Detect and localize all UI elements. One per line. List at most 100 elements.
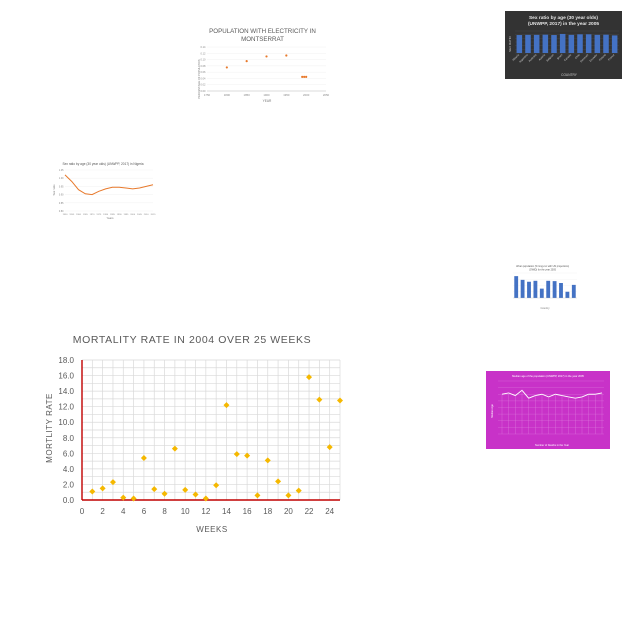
x-tick-label: 12: [201, 507, 210, 516]
y-tick-label: 0.95: [59, 185, 64, 188]
data-point: [130, 495, 137, 502]
bar: [546, 280, 551, 298]
chart-title: MORTALITY RATE IN 2004 OVER 25 WEEKS: [73, 334, 311, 346]
chart-mortality: MORTALITY RATE IN 2004 OVER 25 WEEKS MOR…: [40, 328, 355, 538]
x-tick-label: 2050: [323, 93, 330, 97]
x-tick-label: 2015: [151, 214, 157, 216]
bar: [551, 35, 557, 53]
bar: [559, 33, 566, 53]
chart-sex-ratio-2005: Sex ratio by age (30 year olds) (UNWPP, …: [505, 11, 622, 79]
x-tick-label: 20: [284, 507, 293, 516]
chart-title-line-1: POPULATION WITH ELECTRICITY IN: [209, 28, 316, 35]
chart-small-bars: Urban population (% long-run with UN pro…: [505, 262, 580, 310]
series-line: [64, 174, 154, 196]
x-tick-label: Argentina: [518, 52, 529, 63]
bar: [577, 34, 583, 53]
x-tick-label: Albania: [511, 52, 520, 61]
x-tick-label: Finland: [598, 52, 607, 61]
x-axis-label: Number of Deaths in the Year: [535, 443, 569, 447]
y-axis-label: PERCENTAGE OF POPULATION: [197, 59, 201, 98]
bar: [533, 34, 540, 53]
data-point: [306, 374, 313, 381]
y-axis-label: Median Age: [490, 404, 494, 418]
data-point: [301, 75, 304, 78]
y-tick-label: 1.05: [59, 169, 64, 172]
bar: [539, 288, 544, 298]
data-point: [316, 396, 323, 403]
data-point: [171, 445, 178, 452]
data-point: [285, 492, 292, 499]
x-tick-label: 1995: [123, 214, 129, 216]
chart-electricity: POPULATION WITH ELECTRICITY IN MONTSERRA…: [190, 22, 335, 104]
bar: [542, 34, 549, 53]
x-tick-label: 1960: [76, 214, 82, 216]
chart-title-line-2: (OWID) for the year 2005: [529, 269, 557, 272]
y-tick-label: 8.0: [63, 434, 75, 443]
bar: [514, 276, 519, 298]
nigeria-chart-svg: Sex ratio by age (30 year olds) (UNWPP, …: [52, 162, 157, 220]
chart-title-line-2: (UNWPP, 2017) in the year 2005: [528, 21, 599, 27]
x-axis-label: WEEKS: [196, 525, 227, 534]
bar: [552, 281, 557, 298]
x-tick-label: 14: [222, 507, 231, 516]
y-tick-label: 0.00: [200, 89, 206, 93]
x-tick-label: 1975: [96, 214, 102, 216]
x-tick-label: 18: [263, 507, 272, 516]
chart-magenta: Median age of the population (UNWPP, 201…: [486, 371, 610, 449]
x-tick-label: Brazil: [556, 53, 564, 61]
data-point: [295, 487, 302, 494]
data-point: [109, 479, 116, 486]
data-point: [233, 451, 240, 458]
data-point: [303, 75, 306, 78]
data-point: [120, 494, 127, 501]
y-tick-label: 0.02: [200, 83, 206, 87]
x-tick-label: 1965: [83, 214, 89, 216]
data-point: [192, 491, 199, 498]
x-tick-label: 1970: [90, 214, 96, 216]
magenta-chart-svg: Median age of the population (UNWPP, 201…: [490, 374, 604, 447]
y-axis-label: MORTLITY RATE: [45, 393, 54, 463]
x-tick-label: 1900: [263, 93, 270, 97]
x-tick-label: 1955: [69, 214, 75, 216]
x-tick-label: 10: [181, 507, 190, 516]
y-tick-label: 0.90: [59, 194, 64, 197]
x-tick-label: Canada: [563, 52, 573, 62]
bar: [559, 283, 563, 298]
data-point: [99, 485, 106, 492]
x-axis-label: Years: [106, 216, 114, 220]
data-point: [326, 444, 333, 451]
x-tick-label: 1950: [63, 214, 69, 216]
x-tick-label: 4: [121, 507, 126, 516]
x-tick-label: 1750: [204, 93, 211, 97]
y-tick-label: 0.10: [200, 58, 206, 62]
x-tick-label: Australia: [527, 52, 537, 62]
data-point: [89, 488, 96, 495]
y-tick-label: 0.12: [200, 51, 206, 55]
data-point: [202, 495, 209, 502]
data-point: [305, 75, 308, 78]
y-tick-label: 0.14: [200, 45, 206, 49]
bar: [527, 281, 531, 298]
bar: [520, 279, 525, 298]
y-tick-label: 0.85: [59, 202, 64, 205]
y-tick-label: 0.0: [63, 496, 75, 505]
chart-title: Sex ratio by age (30 year olds) (UNWPP, …: [62, 162, 143, 166]
chart-title-line-1: Sex ratio by age (30 year olds): [529, 15, 598, 21]
chart-title-line-2: MONTSERRAT: [241, 36, 284, 43]
bar: [571, 284, 576, 298]
electricity-chart-svg: POPULATION WITH ELECTRICITY IN MONTSERRA…: [197, 28, 330, 103]
small-bar-chart-svg: Urban population (% long-run with UN pro…: [513, 265, 577, 310]
data-point: [254, 492, 261, 499]
y-tick-label: 1.00: [59, 177, 64, 180]
x-tick-label: 1985: [110, 214, 116, 216]
x-axis-label: YEAR: [263, 99, 272, 103]
x-tick-label: France: [607, 52, 616, 61]
y-tick-label: 0.08: [200, 64, 206, 68]
y-tick-label: 12.0: [58, 403, 74, 412]
y-tick-label: 4.0: [63, 465, 75, 474]
y-tick-label: 18.0: [58, 356, 74, 365]
x-tick-label: Belgium: [545, 53, 554, 62]
x-tick-label: 2010: [144, 214, 150, 216]
bar: [594, 34, 601, 53]
y-tick-label: 0.04: [200, 76, 206, 80]
